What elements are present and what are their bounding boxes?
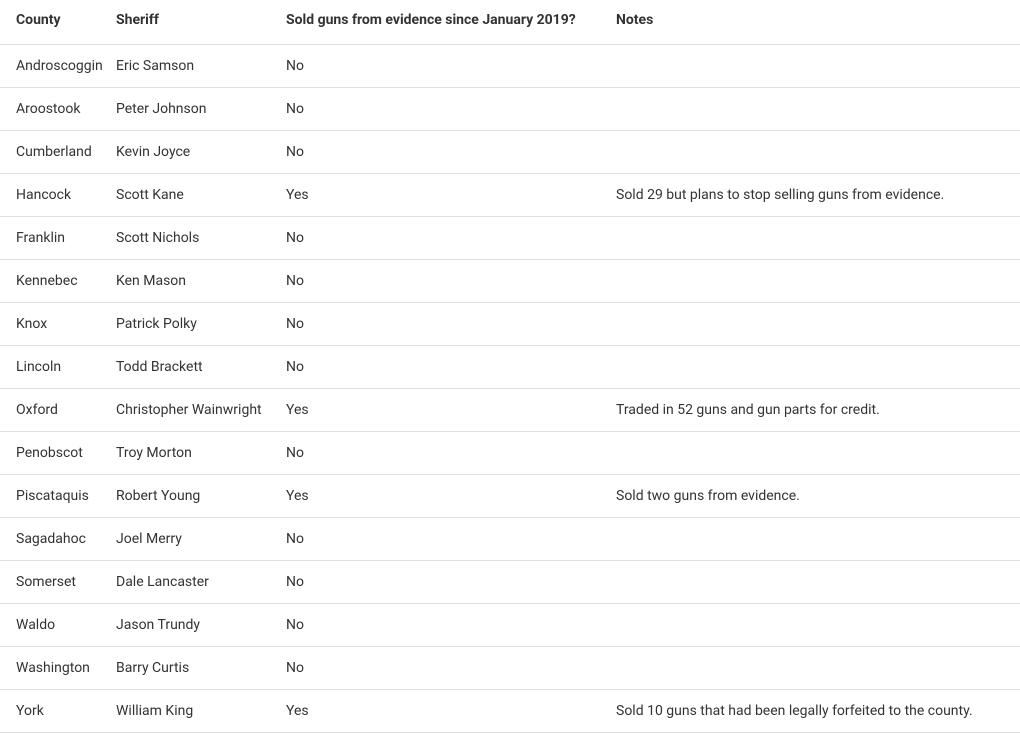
table-row: LincolnTodd BrackettNo xyxy=(0,346,1020,389)
header-county: County xyxy=(0,0,110,45)
cell-notes xyxy=(610,45,1020,88)
cell-sheriff: Patrick Polky xyxy=(110,303,280,346)
table-row: CumberlandKevin JoyceNo xyxy=(0,131,1020,174)
cell-sheriff: Robert Young xyxy=(110,475,280,518)
cell-notes: Sold two guns from evidence. xyxy=(610,475,1020,518)
cell-sheriff: Ken Mason xyxy=(110,260,280,303)
cell-sheriff: Kevin Joyce xyxy=(110,131,280,174)
table-row: SomersetDale LancasterNo xyxy=(0,561,1020,604)
header-sheriff: Sheriff xyxy=(110,0,280,45)
cell-notes xyxy=(610,217,1020,260)
cell-county: Sagadahoc xyxy=(0,518,110,561)
table-body: AndroscogginEric SamsonNoAroostookPeter … xyxy=(0,45,1020,733)
cell-county: Kennebec xyxy=(0,260,110,303)
cell-county: Androscoggin xyxy=(0,45,110,88)
cell-sold: No xyxy=(280,432,610,475)
table-row: WaldoJason TrundyNo xyxy=(0,604,1020,647)
table-row: KnoxPatrick PolkyNo xyxy=(0,303,1020,346)
cell-notes xyxy=(610,518,1020,561)
cell-notes xyxy=(610,131,1020,174)
cell-county: Waldo xyxy=(0,604,110,647)
cell-notes xyxy=(610,647,1020,690)
table-row: YorkWilliam KingYesSold 10 guns that had… xyxy=(0,690,1020,733)
header-sold: Sold guns from evidence since January 20… xyxy=(280,0,610,45)
cell-county: Piscataquis xyxy=(0,475,110,518)
cell-notes xyxy=(610,604,1020,647)
cell-sheriff: Christopher Wainwright xyxy=(110,389,280,432)
cell-notes xyxy=(610,346,1020,389)
cell-sheriff: Dale Lancaster xyxy=(110,561,280,604)
sheriff-gun-sales-table: County Sheriff Sold guns from evidence s… xyxy=(0,0,1020,733)
cell-sheriff: Todd Brackett xyxy=(110,346,280,389)
cell-county: Lincoln xyxy=(0,346,110,389)
cell-sold: No xyxy=(280,45,610,88)
cell-sheriff: Jason Trundy xyxy=(110,604,280,647)
cell-sheriff: Scott Nichols xyxy=(110,217,280,260)
cell-sold: No xyxy=(280,260,610,303)
cell-sold: Yes xyxy=(280,690,610,733)
cell-notes xyxy=(610,561,1020,604)
cell-sold: No xyxy=(280,217,610,260)
cell-sheriff: William King xyxy=(110,690,280,733)
header-notes: Notes xyxy=(610,0,1020,45)
cell-sheriff: Barry Curtis xyxy=(110,647,280,690)
table-row: AroostookPeter JohnsonNo xyxy=(0,88,1020,131)
cell-sold: Yes xyxy=(280,174,610,217)
table-row: KennebecKen MasonNo xyxy=(0,260,1020,303)
cell-notes xyxy=(610,260,1020,303)
cell-notes: Traded in 52 guns and gun parts for cred… xyxy=(610,389,1020,432)
table-row: PiscataquisRobert YoungYesSold two guns … xyxy=(0,475,1020,518)
cell-sheriff: Joel Merry xyxy=(110,518,280,561)
cell-sold: Yes xyxy=(280,475,610,518)
cell-county: Cumberland xyxy=(0,131,110,174)
table-header-row: County Sheriff Sold guns from evidence s… xyxy=(0,0,1020,45)
cell-county: York xyxy=(0,690,110,733)
cell-county: Penobscot xyxy=(0,432,110,475)
cell-sold: Yes xyxy=(280,389,610,432)
cell-county: Franklin xyxy=(0,217,110,260)
table-row: SagadahocJoel MerryNo xyxy=(0,518,1020,561)
cell-sold: No xyxy=(280,647,610,690)
cell-notes: Sold 29 but plans to stop selling guns f… xyxy=(610,174,1020,217)
table-row: AndroscogginEric SamsonNo xyxy=(0,45,1020,88)
cell-county: Knox xyxy=(0,303,110,346)
cell-county: Washington xyxy=(0,647,110,690)
cell-sold: No xyxy=(280,303,610,346)
cell-notes: Sold 10 guns that had been legally forfe… xyxy=(610,690,1020,733)
table-row: FranklinScott NicholsNo xyxy=(0,217,1020,260)
cell-sold: No xyxy=(280,88,610,131)
cell-sold: No xyxy=(280,346,610,389)
cell-sold: No xyxy=(280,561,610,604)
cell-sold: No xyxy=(280,131,610,174)
cell-sheriff: Troy Morton xyxy=(110,432,280,475)
cell-notes xyxy=(610,88,1020,131)
cell-county: Oxford xyxy=(0,389,110,432)
table-row: WashingtonBarry CurtisNo xyxy=(0,647,1020,690)
cell-county: Somerset xyxy=(0,561,110,604)
table-row: HancockScott KaneYesSold 29 but plans to… xyxy=(0,174,1020,217)
cell-county: Hancock xyxy=(0,174,110,217)
cell-sheriff: Eric Samson xyxy=(110,45,280,88)
cell-sheriff: Peter Johnson xyxy=(110,88,280,131)
cell-sold: No xyxy=(280,604,610,647)
cell-sold: No xyxy=(280,518,610,561)
cell-sheriff: Scott Kane xyxy=(110,174,280,217)
table-row: PenobscotTroy MortonNo xyxy=(0,432,1020,475)
cell-notes xyxy=(610,303,1020,346)
cell-county: Aroostook xyxy=(0,88,110,131)
cell-notes xyxy=(610,432,1020,475)
table-row: OxfordChristopher WainwrightYesTraded in… xyxy=(0,389,1020,432)
